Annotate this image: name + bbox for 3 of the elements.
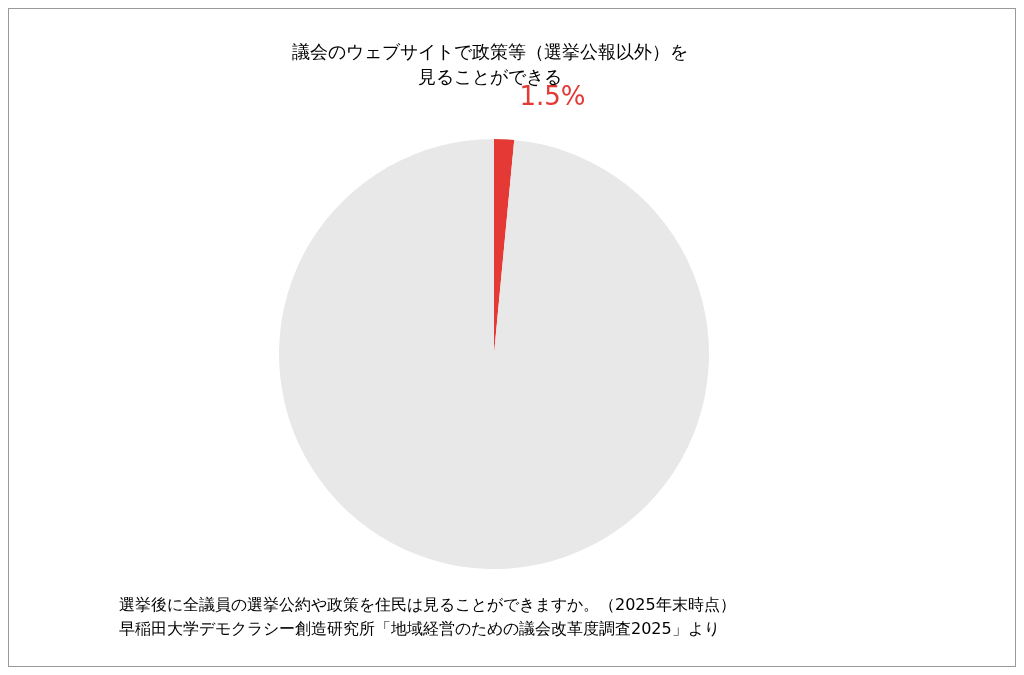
text: 早稲田大学デモクラシー創造研究所「地域経営のための議会改革度調査2025」より <box>119 618 721 640</box>
pie-slice <box>279 139 709 569</box>
text: 選挙後に全議員の選挙公約や政策を住民は見ることができますか。（2025年末時点） <box>119 594 736 616</box>
